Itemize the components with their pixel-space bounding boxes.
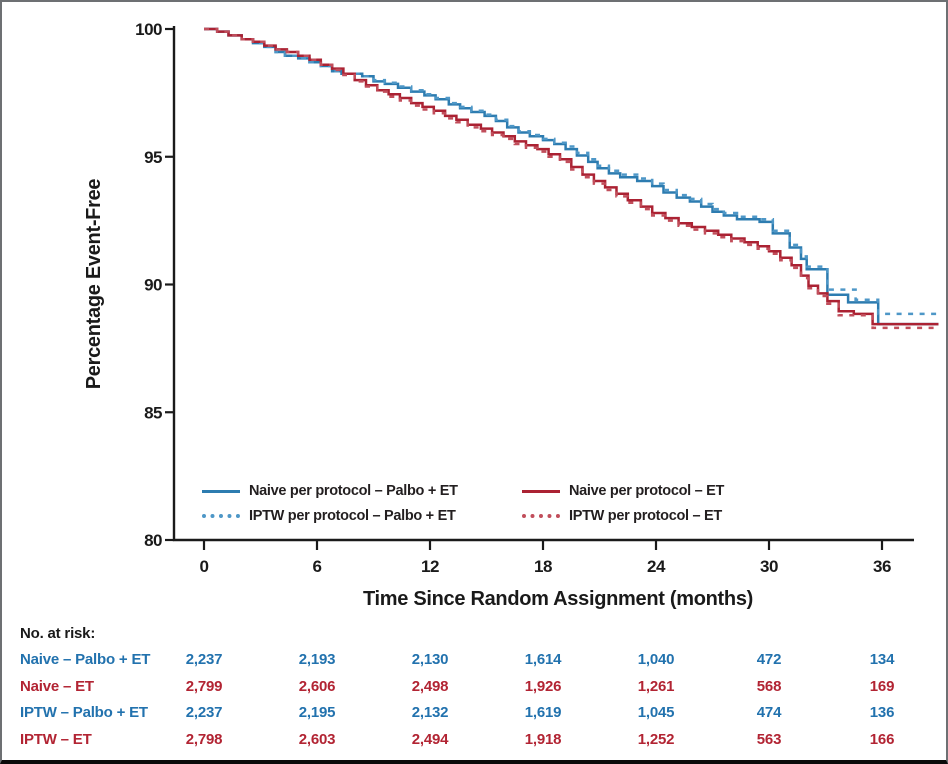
risk-cell: 474 — [756, 704, 782, 721]
km-curves — [204, 27, 939, 330]
risk-row-label: IPTW – ET — [20, 730, 92, 748]
risk-cell: 1,040 — [637, 651, 675, 668]
risk-cell: 166 — [869, 730, 895, 748]
y-tick-label: 90 — [144, 276, 162, 295]
x-tick-label: 24 — [647, 557, 666, 576]
risk-cell: 2,193 — [298, 651, 336, 668]
x-tick-label: 0 — [200, 557, 209, 576]
y-tick-label: 80 — [144, 531, 162, 550]
risk-row-label: Naive – ET — [20, 677, 94, 695]
km-curve-iptw-per-protocol-et — [204, 27, 939, 330]
risk-cell: 2,606 — [298, 677, 336, 695]
legend-label: IPTW per protocol – ET — [569, 508, 722, 524]
risk-cell: 563 — [756, 730, 782, 748]
legend-item-naive-palbo-et: Naive per protocol – Palbo + ET — [202, 482, 458, 500]
y-tick-label: 100 — [135, 20, 162, 39]
risk-cell: 1,926 — [524, 677, 562, 695]
risk-cell: 1,614 — [524, 651, 562, 668]
risk-row: Naive – ET 2,799 2,606 2,498 1,926 1,261 568 16… — [2, 678, 946, 700]
risk-cell: 169 — [869, 677, 895, 695]
legend-label: IPTW per protocol – Palbo + ET — [249, 508, 456, 524]
risk-cell: 472 — [756, 651, 782, 668]
risk-cell: 1,252 — [637, 730, 675, 748]
axes: 100 95 90 85 80 0 6 12 18 24 30 36 — [135, 20, 914, 576]
x-tick-label: 12 — [421, 557, 439, 576]
risk-cell: 2,798 — [185, 730, 223, 748]
axis-spines — [172, 26, 914, 542]
x-tick-label: 6 — [313, 557, 322, 576]
risk-cell: 134 — [869, 651, 895, 668]
risk-cell: 2,799 — [185, 677, 223, 695]
risk-cell: 2,237 — [185, 704, 223, 721]
legend-label: Naive per protocol – ET — [569, 483, 725, 499]
legend-item-iptw-et: IPTW per protocol – ET — [522, 507, 722, 525]
y-tick-label: 85 — [144, 403, 162, 422]
x-axis-title: Time Since Random Assignment (months) — [363, 588, 753, 610]
risk-cell: 568 — [756, 677, 782, 695]
chart-svg: 100 95 90 85 80 0 6 12 18 24 30 36 Time Since Rando… — [83, 20, 939, 610]
legend-label: Naive per protocol – Palbo + ET — [249, 483, 458, 499]
risk-row: Naive – Palbo + ET 2,237 2,193 2,130 1,614 1,… — [2, 651, 946, 673]
risk-cell: 136 — [869, 704, 895, 721]
risk-cell: 2,498 — [411, 677, 449, 695]
solid-red-line-icon — [522, 489, 560, 493]
y-tick-label: 95 — [144, 148, 162, 167]
solid-blue-line-icon — [202, 489, 240, 493]
legend-item-iptw-palbo-et: IPTW per protocol – Palbo + ET — [202, 507, 456, 525]
dotted-red-line-icon — [522, 514, 560, 518]
legend-item-naive-et: Naive per protocol – ET — [522, 482, 724, 500]
risk-cell: 1,918 — [524, 730, 562, 748]
risk-row-label: Naive – Palbo + ET — [20, 651, 151, 668]
risk-row: IPTW – ET 2,798 2,603 2,494 1,918 1,252 563 166 — [2, 731, 946, 753]
risk-cell: 1,045 — [637, 704, 675, 721]
risk-cell: 2,195 — [298, 704, 336, 721]
dotted-blue-line-icon — [202, 514, 240, 518]
risk-cell: 2,130 — [411, 651, 449, 668]
km-curve-iptw-per-protocol-palbo-et — [204, 27, 939, 316]
risk-cell: 2,494 — [411, 730, 449, 748]
risk-table-header: No. at risk: — [20, 625, 96, 642]
risk-cell: 2,237 — [185, 651, 223, 668]
risk-row-label: IPTW – Palbo + ET — [20, 704, 148, 721]
risk-cell: 1,261 — [637, 677, 675, 695]
risk-row: IPTW – Palbo + ET 2,237 2,195 2,132 1,619 1,0… — [2, 704, 946, 726]
risk-cell: 1,619 — [524, 704, 562, 721]
risk-cell: 2,132 — [411, 704, 449, 721]
x-tick-label: 30 — [760, 557, 778, 576]
x-tick-label: 18 — [534, 557, 552, 576]
risk-cell: 2,603 — [298, 730, 336, 748]
x-tick-label: 36 — [873, 557, 891, 576]
y-axis-title: Percentage Event-Free — [83, 179, 105, 390]
